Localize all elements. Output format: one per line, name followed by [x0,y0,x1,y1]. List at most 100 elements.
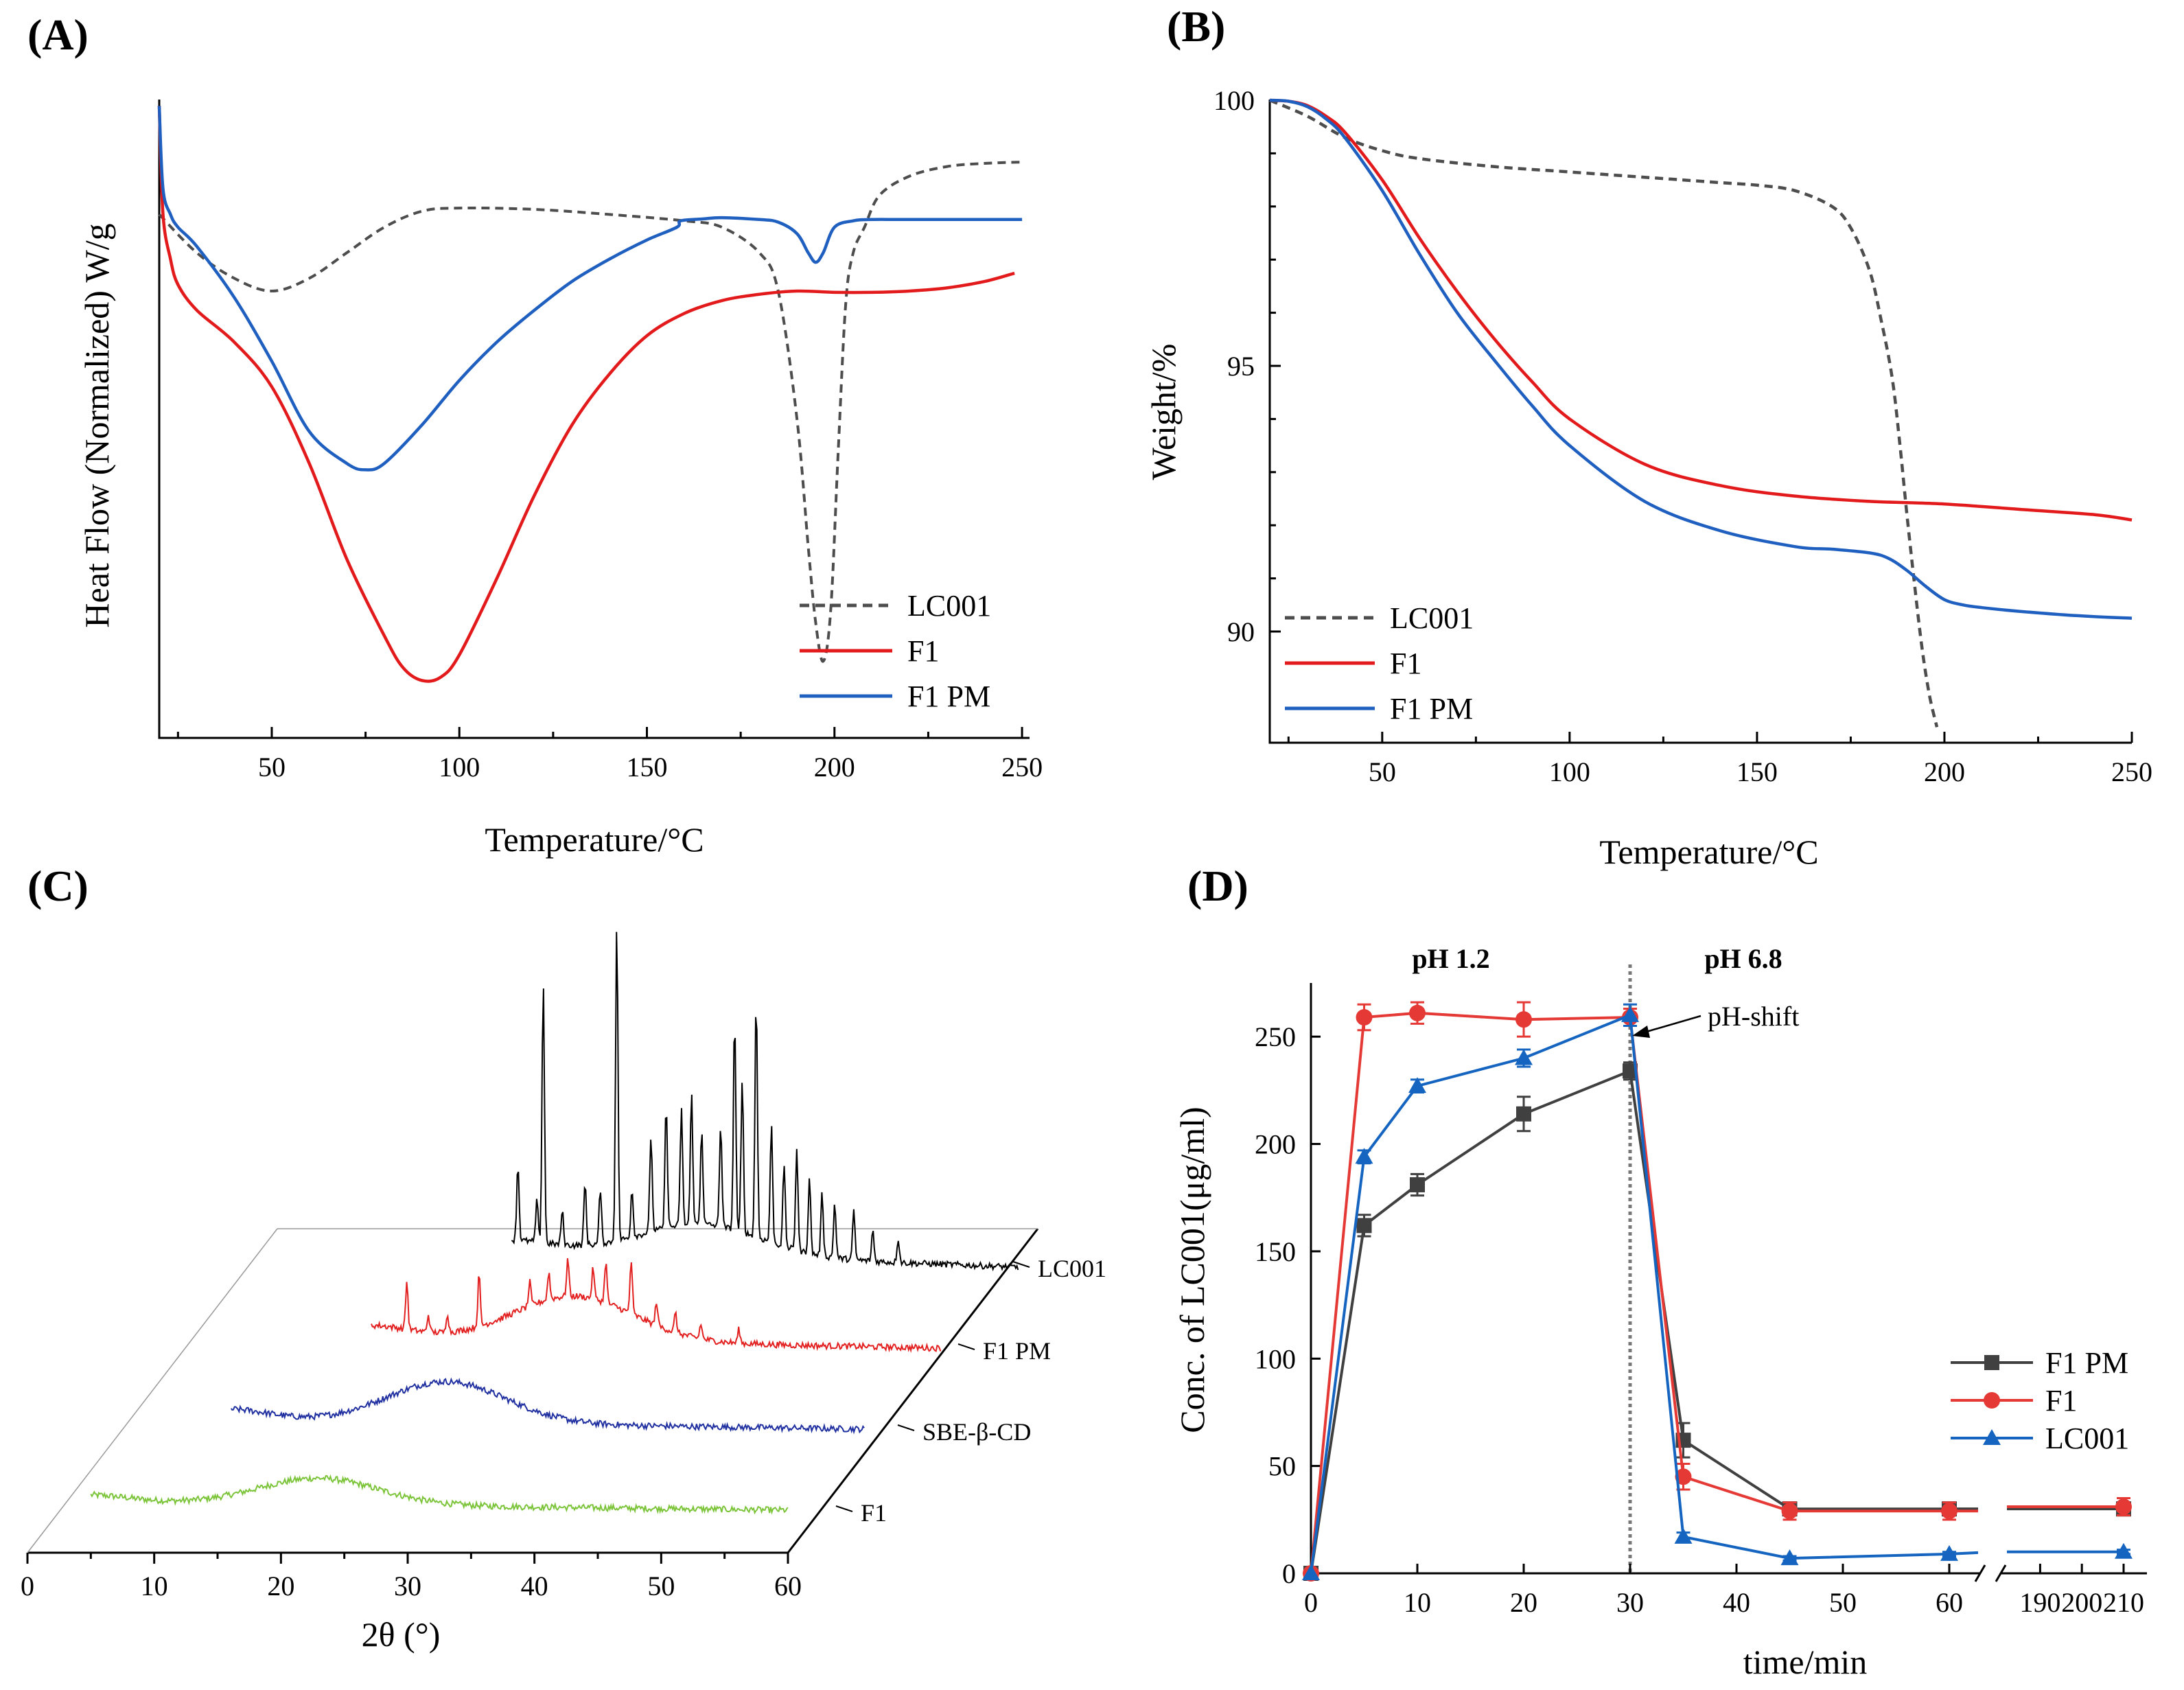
panel-d-axes [1310,964,2147,1582]
b-xtick-label: 50 [1369,756,1396,787]
c-xrd-f1 [90,1474,789,1515]
panel-c-xlabel: 2θ (°) [362,1615,441,1654]
c-label-tick [957,1343,975,1350]
d-xtick-label: 60 [1936,1587,1963,1618]
b-curve-lc001 [1269,98,1939,728]
d-xtick-label: 20 [1510,1587,1537,1618]
ph-shift-arrow [1632,1015,1701,1038]
d-point-lc001 [1515,1049,1533,1065]
panel-a-legend: LC001 F1 F1 PM [800,589,991,713]
c-series-label: F1 [861,1499,887,1527]
d-xtick-label: 0 [1304,1587,1318,1618]
panel-label-c: (C) [27,861,89,910]
d-point-f1 [1356,1009,1373,1026]
legend-d-lc001: LC001 [2045,1422,2129,1455]
legend-d-f1: F1 [2045,1384,2077,1417]
d-point-lc001 [1940,1544,1958,1561]
d-point-f1 [1515,1011,1532,1028]
d-ytick-label: 150 [1255,1236,1296,1267]
d-xtick-label: 200 [2061,1587,2102,1618]
a-xtick-label: 50 [258,752,286,783]
c-xrd-sbe-cd [230,1377,865,1435]
c-series-label: F1 PM [983,1337,1051,1365]
b-xtick-label: 200 [1924,756,1965,787]
panel-c-curves [90,931,1019,1515]
d-point-f1-pm [1516,1106,1531,1122]
d-series-f1-pm [1303,1061,2131,1581]
legend-b-f1pm: F1 PM [1390,692,1473,726]
c-series-label: LC001 [1038,1255,1106,1282]
legend-d-f1pm: F1 PM [2045,1346,2128,1380]
panel-a-curves [157,106,1023,683]
panel-b-ticks: 50 100 150 200 250 90 95 100 [1213,85,2152,787]
a-curve-f1-pm [157,106,1023,472]
c-xtick-label: 20 [267,1571,294,1601]
legend-a-lc001: LC001 [907,589,991,623]
panel-a-ticks: 50 100 150 200 250 [176,727,1043,783]
d-legend-marker [1984,1355,1999,1370]
c-xrd-f1-pm [371,1258,942,1354]
c-xtick-label: 60 [774,1571,802,1601]
d-point-f1 [1409,1004,1426,1021]
panel-a-xlabel: Temperature/°C [485,820,704,859]
a-curve-lc001 [158,161,1023,663]
ph-shift-label: pH-shift [1708,1001,1799,1032]
d-ytick-label: 50 [1268,1451,1296,1482]
panel-b-ylabel: Weight/% [1144,344,1183,481]
d-point-f1-pm [1410,1177,1425,1192]
a-curve-f1 [157,106,1015,683]
panel-a-dsc: 50 100 150 200 250 Temperature/°C Heat Flow … [78,100,1043,859]
panel-b-xlabel: Temperature/°C [1599,833,1818,871]
d-series-lc001 [1302,1003,2133,1580]
panel-c-series-labels: LC001 F1 PM SBE-β-CD F1 [835,1255,1106,1527]
d-point-lc001 [1408,1077,1426,1093]
c-xtick-label: 10 [141,1571,168,1601]
d-axis-break-2 [1995,1564,2007,1582]
d-point-f1 [1781,1503,1798,1520]
d-point-f1-pm [1356,1218,1372,1234]
a-xtick-label: 100 [439,752,480,783]
d-line-f1 [1310,1011,1949,1574]
d-xtick-label: 40 [1723,1587,1750,1618]
d-point-lc001 [1780,1549,1799,1566]
panel-b-curves [1269,98,2133,728]
ph-1-2-label: pH 1.2 [1412,943,1489,974]
panel-d-xlabel: time/min [1743,1643,1868,1681]
b-ytick-label: 90 [1227,616,1255,647]
panel-d-legend: F1 PM F1 LC001 [1951,1346,2129,1455]
b-xtick-label: 250 [2111,756,2152,787]
d-ytick-label: 100 [1255,1343,1296,1374]
c-xtick-label: 0 [21,1571,34,1601]
d-point-f1-pm [1623,1063,1638,1079]
d-point-f1 [2115,1498,2132,1516]
a-xtick-label: 250 [1001,752,1043,783]
legend-a-f1pm: F1 PM [907,680,990,713]
d-xtick-label: 10 [1404,1587,1431,1618]
d-point-f1 [1675,1468,1692,1485]
b-ytick-label: 100 [1213,85,1255,116]
panel-label-d: (D) [1187,861,1248,910]
panel-label-b: (B) [1167,2,1225,51]
c-depth-axis [787,1228,1039,1553]
legend-a-f1: F1 [907,634,939,668]
panel-label-a: (A) [27,10,89,59]
panel-c-ticks: 0 10 20 30 40 50 60 [21,1553,802,1601]
legend-b-f1: F1 [1390,647,1421,680]
d-axis-break-1 [1974,1564,1986,1582]
legend-b-lc001: LC001 [1390,601,1474,635]
panel-d-ylabel: Conc. of LC001(μg/ml) [1173,1107,1211,1433]
d-ytick-label: 200 [1255,1129,1296,1160]
d-line-f1-pm [1310,1069,1949,1574]
panel-b-axes [1268,100,2132,744]
d-xtick-label: 30 [1616,1587,1644,1618]
b-curve-f1 [1269,98,2133,522]
d-xtick-label: 190 [2019,1587,2060,1618]
panel-d-curves [1302,1001,2133,1582]
panel-b-legend: LC001 F1 F1 PM [1285,601,1474,726]
panel-a-ylabel: Heat Flow (Normalized) W/g [78,223,116,627]
b-ytick-label: 95 [1227,351,1255,382]
a-xtick-label: 200 [814,752,855,783]
a-xtick-label: 150 [627,752,668,783]
